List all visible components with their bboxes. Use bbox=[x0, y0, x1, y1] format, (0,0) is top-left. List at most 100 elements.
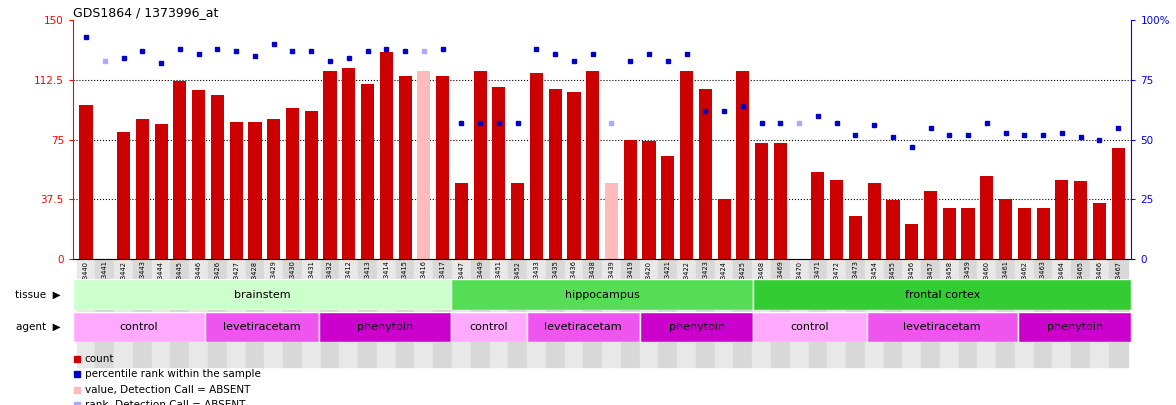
Bar bbox=[417, 71, 430, 259]
Bar bbox=[1015, 259, 1034, 367]
Bar bbox=[305, 111, 318, 259]
Bar bbox=[135, 119, 149, 259]
Bar bbox=[790, 259, 809, 367]
Text: levetiracetam: levetiracetam bbox=[544, 322, 622, 332]
Bar bbox=[753, 259, 771, 367]
Bar bbox=[227, 259, 246, 367]
Bar bbox=[229, 122, 242, 259]
Bar bbox=[754, 312, 867, 342]
Bar bbox=[152, 259, 171, 367]
Bar bbox=[849, 216, 862, 259]
Bar bbox=[1053, 259, 1071, 367]
Bar bbox=[943, 208, 956, 259]
Bar bbox=[715, 259, 734, 367]
Bar bbox=[1036, 208, 1050, 259]
Bar bbox=[116, 132, 131, 259]
Bar bbox=[530, 73, 543, 259]
Bar bbox=[1018, 312, 1131, 342]
Bar bbox=[205, 312, 319, 342]
Bar bbox=[771, 259, 790, 367]
Bar bbox=[1034, 259, 1053, 367]
Bar bbox=[846, 259, 864, 367]
Bar bbox=[604, 183, 619, 259]
Bar bbox=[549, 89, 562, 259]
Bar bbox=[1071, 259, 1090, 367]
Bar bbox=[73, 312, 205, 342]
Text: agent  ▶: agent ▶ bbox=[15, 322, 60, 332]
Bar bbox=[1055, 179, 1069, 259]
Bar bbox=[868, 183, 881, 259]
Bar bbox=[736, 71, 749, 259]
Bar bbox=[450, 312, 527, 342]
Bar bbox=[640, 259, 659, 367]
Bar bbox=[1074, 181, 1087, 259]
Bar bbox=[512, 183, 524, 259]
Text: phenytoin: phenytoin bbox=[668, 322, 724, 332]
Text: phenytoin: phenytoin bbox=[356, 322, 413, 332]
Bar bbox=[450, 279, 754, 310]
Text: control: control bbox=[469, 322, 508, 332]
Bar bbox=[286, 108, 299, 259]
Bar bbox=[996, 259, 1015, 367]
Text: percentile rank within the sample: percentile rank within the sample bbox=[85, 369, 260, 379]
Text: GDS1864 / 1373996_at: GDS1864 / 1373996_at bbox=[73, 6, 219, 19]
Bar bbox=[696, 259, 715, 367]
Bar bbox=[208, 259, 227, 367]
Bar bbox=[883, 259, 902, 367]
Bar bbox=[546, 259, 564, 367]
Bar bbox=[248, 122, 261, 259]
Bar bbox=[433, 259, 452, 367]
Bar bbox=[527, 312, 640, 342]
Bar bbox=[755, 143, 768, 259]
Bar bbox=[319, 312, 450, 342]
Bar bbox=[621, 259, 640, 367]
Bar bbox=[981, 176, 994, 259]
Bar bbox=[399, 76, 412, 259]
Bar bbox=[1109, 259, 1128, 367]
Bar bbox=[95, 259, 114, 367]
Bar bbox=[192, 90, 205, 259]
Bar bbox=[342, 68, 355, 259]
Bar bbox=[359, 259, 377, 367]
Bar bbox=[361, 84, 374, 259]
Bar bbox=[470, 259, 489, 367]
Bar bbox=[171, 259, 189, 367]
Bar bbox=[114, 259, 133, 367]
Text: frontal cortex: frontal cortex bbox=[904, 290, 980, 300]
Bar bbox=[173, 81, 187, 259]
Text: hippocampus: hippocampus bbox=[564, 290, 640, 300]
Bar bbox=[811, 172, 824, 259]
Text: levetiracetam: levetiracetam bbox=[223, 322, 301, 332]
Bar bbox=[377, 259, 395, 367]
Bar bbox=[265, 259, 283, 367]
Bar bbox=[80, 104, 93, 259]
Bar bbox=[189, 259, 208, 367]
Text: phenytoin: phenytoin bbox=[1047, 322, 1103, 332]
Bar bbox=[924, 191, 937, 259]
Bar bbox=[267, 119, 280, 259]
Bar bbox=[436, 76, 449, 259]
Bar bbox=[902, 259, 921, 367]
Bar bbox=[321, 259, 340, 367]
Bar bbox=[623, 140, 637, 259]
Bar bbox=[887, 200, 900, 259]
Bar bbox=[864, 259, 883, 367]
Bar bbox=[921, 259, 940, 367]
Bar bbox=[154, 124, 168, 259]
Bar bbox=[211, 95, 223, 259]
Bar bbox=[246, 259, 265, 367]
Bar bbox=[76, 259, 95, 367]
Bar bbox=[699, 89, 711, 259]
Bar bbox=[659, 259, 677, 367]
Text: control: control bbox=[120, 322, 159, 332]
Bar bbox=[867, 312, 1018, 342]
Bar bbox=[661, 156, 674, 259]
Bar bbox=[508, 259, 527, 367]
Bar bbox=[754, 279, 1131, 310]
Bar bbox=[1093, 203, 1105, 259]
Bar bbox=[717, 199, 730, 259]
Bar bbox=[774, 143, 787, 259]
Bar bbox=[734, 259, 753, 367]
Bar bbox=[283, 259, 302, 367]
Text: count: count bbox=[85, 354, 114, 364]
